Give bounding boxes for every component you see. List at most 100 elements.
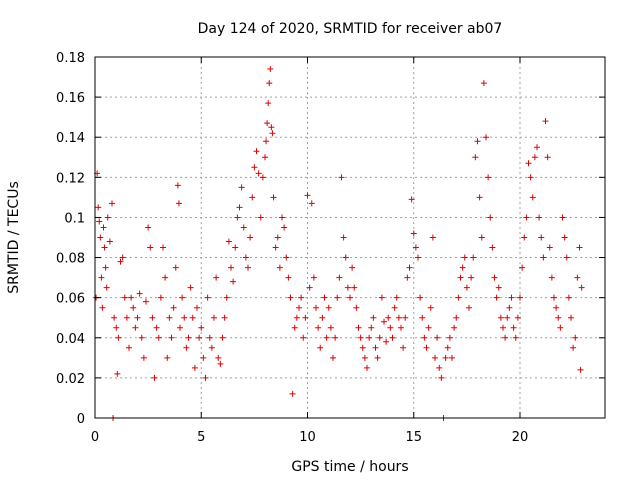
data-point — [500, 324, 506, 331]
data-point — [174, 182, 181, 189]
data-point — [202, 374, 209, 381]
x-tick-labels: 0 5 10 15 20 — [91, 430, 528, 445]
data-point — [421, 334, 428, 341]
data-point — [417, 294, 424, 301]
data-point — [96, 218, 103, 225]
data-point — [572, 334, 579, 341]
data-point — [269, 130, 276, 137]
data-point — [185, 334, 192, 341]
data-point — [313, 304, 319, 311]
data-point — [281, 224, 288, 231]
data-point — [493, 294, 500, 301]
data-point — [153, 324, 160, 331]
data-point — [247, 234, 254, 241]
data-point — [181, 314, 188, 321]
data-point — [538, 234, 545, 241]
x-tick-label: 20 — [512, 430, 529, 445]
data-point — [245, 264, 251, 271]
data-point — [495, 284, 502, 291]
data-point — [283, 254, 290, 261]
data-point — [149, 314, 156, 321]
data-point — [138, 334, 145, 341]
data-point — [238, 184, 245, 191]
data-point — [372, 344, 379, 351]
y-tick-label: 0.14 — [56, 131, 85, 146]
data-point — [404, 274, 411, 281]
data-point — [542, 118, 549, 125]
data-point — [497, 314, 504, 321]
data-point — [563, 254, 570, 261]
data-point — [99, 304, 106, 311]
data-point — [293, 314, 300, 321]
data-point — [453, 314, 460, 321]
data-point — [555, 314, 562, 321]
data-point — [489, 244, 496, 251]
data-point — [561, 234, 568, 241]
x-tick-label: 15 — [405, 430, 422, 445]
data-point — [487, 214, 494, 221]
data-point — [476, 194, 483, 201]
data-point — [132, 324, 139, 331]
data-point — [436, 364, 443, 371]
y-tick-label: 0.04 — [56, 332, 85, 347]
data-point — [302, 314, 309, 321]
data-point — [300, 334, 307, 341]
data-point — [113, 324, 120, 331]
data-point — [106, 238, 113, 245]
data-point — [457, 274, 464, 281]
data-point — [395, 314, 402, 321]
data-point — [480, 80, 487, 87]
data-point — [391, 304, 398, 311]
data-point — [425, 324, 432, 331]
data-point — [323, 334, 330, 341]
data-point — [368, 324, 375, 331]
data-point — [213, 274, 220, 281]
data-point — [432, 354, 438, 361]
data-point — [155, 334, 162, 341]
data-point — [228, 264, 234, 271]
data-point — [514, 314, 521, 321]
data-point — [249, 194, 256, 201]
data-point — [349, 264, 356, 271]
data-point — [151, 374, 158, 381]
data-point — [485, 174, 492, 181]
data-point — [164, 354, 171, 361]
data-point — [115, 334, 122, 341]
data-point — [268, 124, 275, 131]
data-point — [170, 304, 177, 311]
data-point — [370, 314, 377, 321]
data-point — [361, 354, 368, 361]
data-point — [344, 284, 351, 291]
data-point — [128, 294, 135, 301]
data-point — [553, 304, 560, 311]
data-point — [338, 174, 345, 181]
data-point — [347, 294, 353, 301]
data-point — [355, 324, 362, 331]
data-point — [262, 154, 268, 161]
data-point — [147, 244, 154, 251]
data-point — [508, 294, 515, 301]
data-point — [402, 314, 409, 321]
data-point — [419, 314, 426, 321]
data-point — [434, 334, 441, 341]
data-point — [557, 324, 564, 331]
data-point — [119, 254, 126, 261]
data-point — [223, 294, 230, 301]
data-point — [189, 314, 196, 321]
data-point — [517, 294, 523, 301]
data-point — [172, 264, 179, 271]
data-point — [330, 354, 336, 361]
data-point — [240, 224, 247, 231]
data-point — [287, 294, 294, 301]
data-point — [565, 294, 572, 301]
data-point — [340, 234, 347, 241]
data-point — [270, 194, 277, 201]
data-point — [504, 314, 511, 321]
data-point — [551, 294, 557, 301]
data-point — [215, 354, 222, 361]
data-point — [272, 244, 279, 251]
data-point — [364, 364, 370, 371]
data-point — [400, 344, 407, 351]
data-point — [315, 324, 322, 331]
